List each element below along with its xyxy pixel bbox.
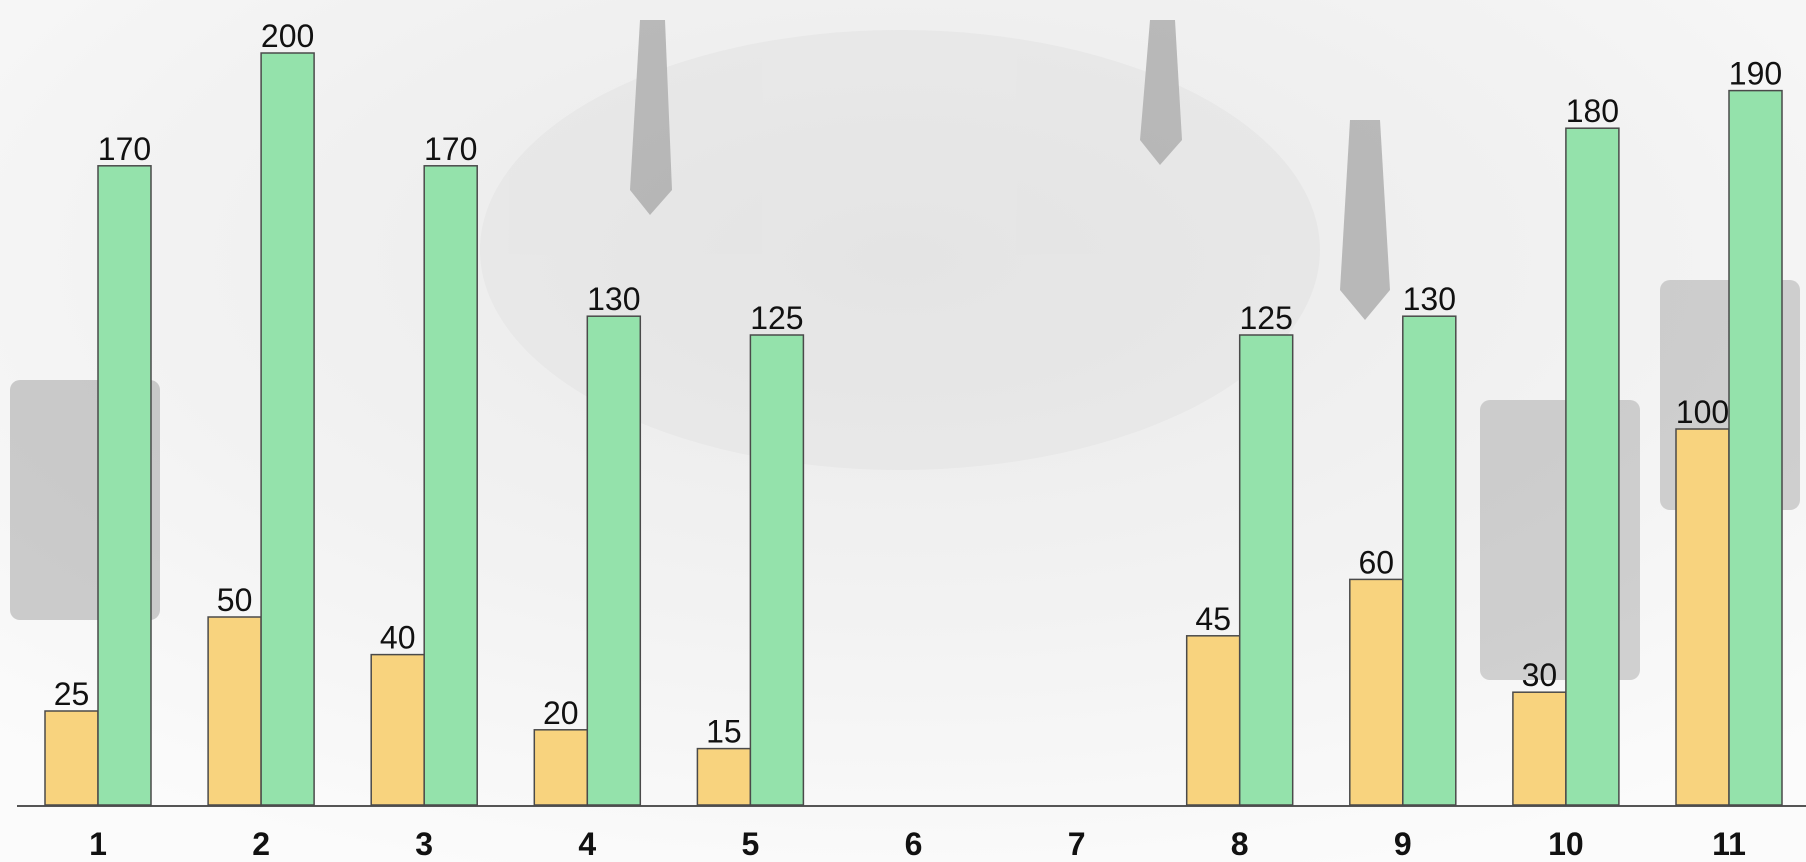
data-label: 170 [98,131,151,167]
data-label: 200 [261,18,314,54]
bar [1675,428,1730,806]
bar [44,710,99,806]
data-label: 50 [217,582,253,618]
bar [533,729,589,806]
bar [1349,578,1404,806]
bar [1402,315,1457,806]
x-tick-label: 6 [905,826,923,862]
bar [696,747,752,806]
x-tick-label: 1 [89,826,107,862]
bar [97,165,152,806]
bar [1565,127,1620,806]
data-label: 15 [706,714,742,750]
data-label: 130 [587,281,640,317]
x-tick-label: 5 [742,826,760,862]
bar [370,653,425,806]
data-label: 40 [380,620,416,656]
bar [260,52,315,806]
data-label: 45 [1195,601,1231,637]
x-tick-label: 3 [415,826,433,862]
bar [1728,89,1783,806]
x-tick-label: 9 [1394,826,1412,862]
bar [207,616,262,806]
data-label: 190 [1729,56,1782,92]
bar [749,334,805,806]
x-tick-label: 4 [578,826,596,862]
x-tick-label: 7 [1068,826,1086,862]
data-label: 180 [1566,93,1619,129]
bar [586,315,642,806]
bar [1185,635,1241,806]
bar [1238,334,1294,806]
data-label: 60 [1359,544,1395,580]
bar [1512,691,1567,806]
x-tick-label: 2 [252,826,270,862]
data-label: 20 [543,695,579,731]
background-figures [10,20,1800,680]
data-label: 30 [1522,657,1558,693]
x-tick-label: 11 [1712,826,1746,862]
bar [423,165,478,806]
data-label: 100 [1676,394,1729,430]
data-label: 25 [54,676,90,712]
x-tick-label: 10 [1548,826,1584,862]
data-label: 130 [1403,281,1456,317]
x-tick-label: 8 [1231,826,1249,862]
data-label: 125 [750,300,803,336]
data-label: 125 [1240,300,1293,336]
data-label: 170 [424,131,477,167]
